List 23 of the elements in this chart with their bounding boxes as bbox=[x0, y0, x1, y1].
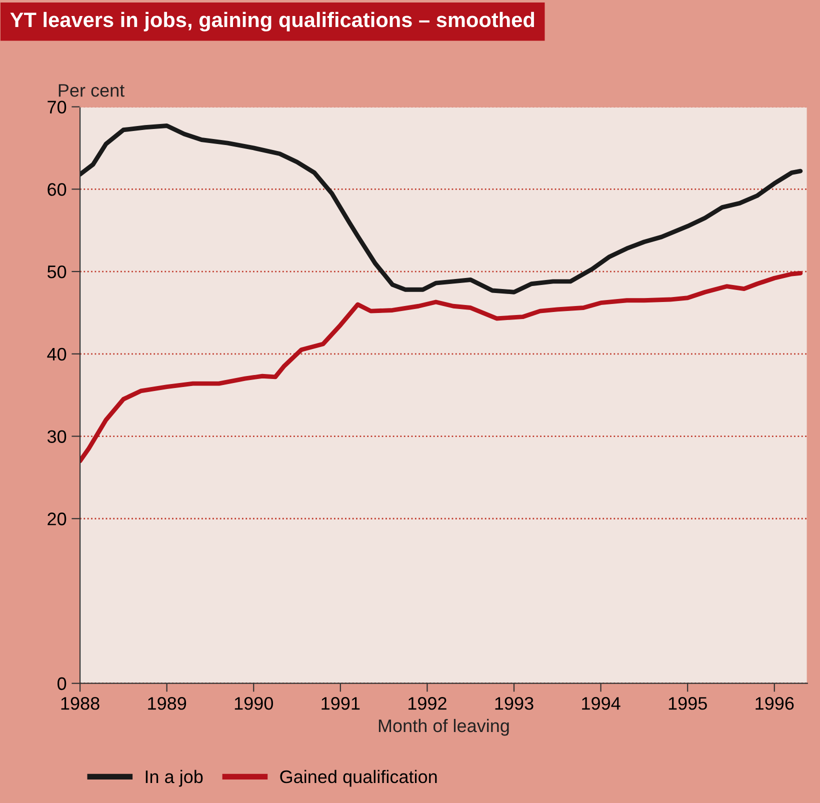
legend-label: Gained qualification bbox=[280, 770, 437, 787]
y-tick-label: 40 bbox=[47, 348, 66, 361]
x-tick-label: 1995 bbox=[668, 697, 707, 710]
y-tick-label: 50 bbox=[47, 265, 66, 278]
y-tick-label: 60 bbox=[48, 183, 66, 196]
x-tick-label: 1992 bbox=[408, 697, 446, 710]
chart-title: YT leavers in jobs, gaining qualifications – smoothed bbox=[10, 12, 534, 32]
y-axis-title: Per cent bbox=[58, 84, 125, 97]
x-tick-label: 1991 bbox=[322, 697, 360, 710]
y-tick-label: 70 bbox=[48, 100, 66, 114]
x-axis-title: Month of leaving bbox=[378, 718, 509, 736]
y-tick-label: 0 bbox=[58, 677, 66, 690]
x-tick-label: 1990 bbox=[234, 697, 273, 710]
x-tick-label: 1989 bbox=[148, 697, 186, 710]
line-series bbox=[80, 270, 803, 464]
x-tick-label: 1988 bbox=[61, 697, 100, 710]
y-tick-label: 20 bbox=[48, 512, 66, 526]
legend-label: In a job bbox=[146, 770, 203, 787]
x-tick-label: 1996 bbox=[756, 697, 794, 710]
line-series bbox=[80, 124, 803, 294]
x-tick-label: 1994 bbox=[582, 697, 620, 710]
x-tick-label: 1993 bbox=[495, 697, 534, 710]
y-tick-label: 30 bbox=[47, 430, 66, 443]
